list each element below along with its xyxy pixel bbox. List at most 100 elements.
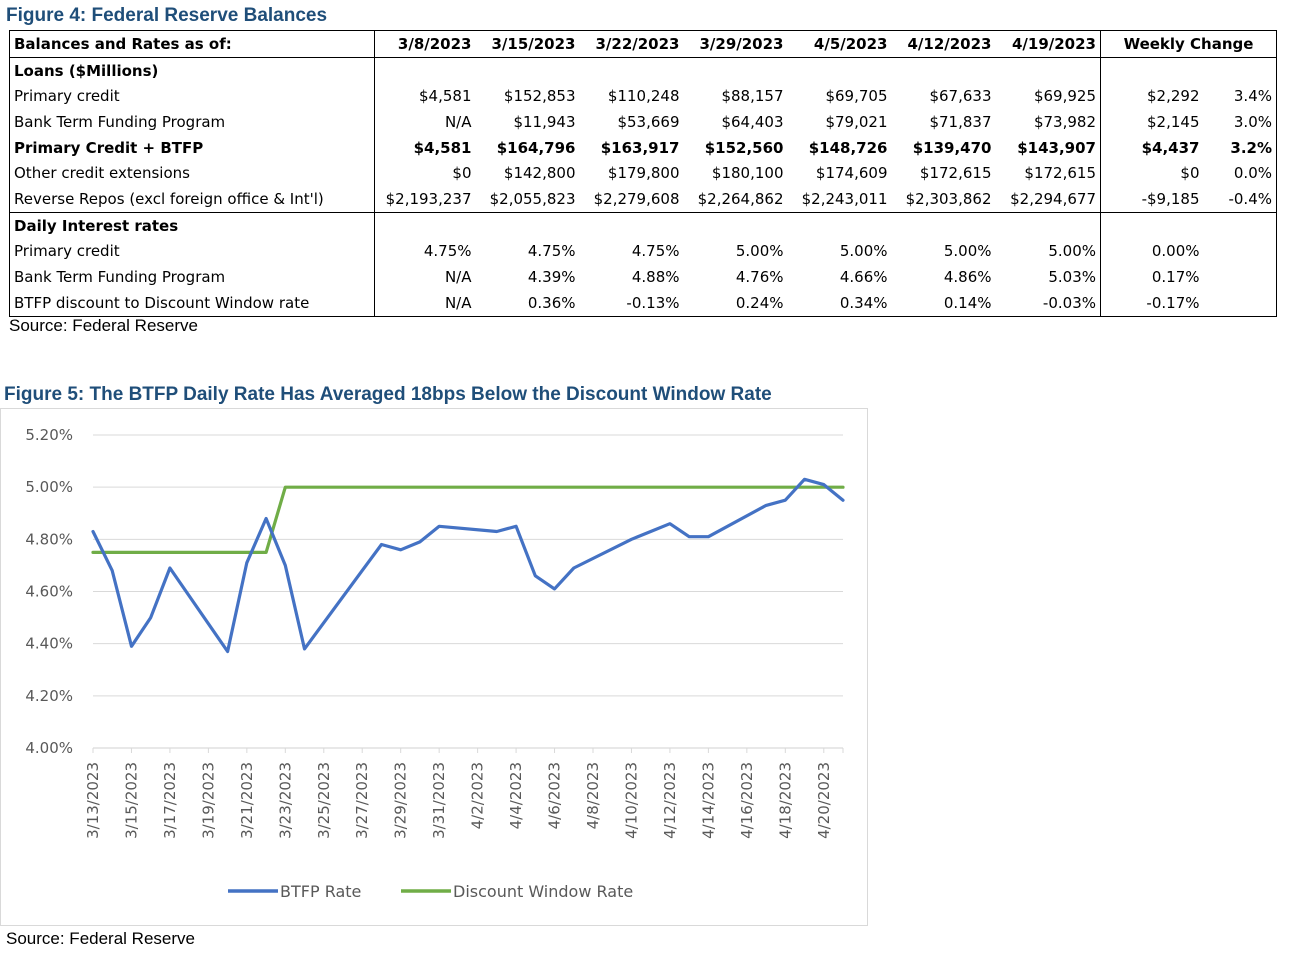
table-cell: $69,925 [995, 83, 1101, 110]
table-cell: $139,470 [912, 138, 992, 157]
table-cell: $64,403 [721, 112, 784, 131]
x-tick-label: 3/29/2023 [392, 762, 410, 839]
x-tick-label: 4/12/2023 [661, 762, 679, 839]
x-tick-label: 4/18/2023 [776, 762, 794, 839]
btfp-rate-chart: 4.00% 4.20% 4.40% 4.60% 4.80% 5.00% 5.20% 3/13… [25, 426, 845, 901]
table-cell: $172,615 [919, 164, 992, 183]
weekly-change-pct-cell [1203, 264, 1277, 290]
table-cell: 0.34% [787, 289, 892, 317]
table-cell: $4,581 [419, 87, 472, 106]
x-tick-label: 3/25/2023 [315, 762, 333, 839]
row-label: Primary credit [9, 238, 375, 265]
legend-discount-window-rate-label: Discount Window Rate [453, 882, 633, 901]
table-row: Primary Credit + BTFP $4,581 $164,796 $163,… [9, 134, 1277, 161]
header-date: 3/22/2023 [579, 30, 684, 58]
table-row: Bank Term Funding Program N/A $11,943 $53,6… [9, 109, 1277, 135]
y-tick-label: 4.80% [25, 530, 73, 548]
table-cell: $2,055,823 [489, 189, 576, 208]
table-cell: $163,917 [600, 138, 680, 157]
table-cell: 4.75% [631, 242, 680, 261]
table-cell: $2,193,237 [385, 189, 472, 208]
weekly-change-pct-cell: 3.2% [1203, 134, 1277, 161]
weekly-change-pct-cell: -0.4% [1203, 186, 1277, 213]
series-lines [91, 477, 845, 654]
figure-5-source: Source: Federal Reserve [6, 929, 195, 948]
x-tick-label: 4/4/2023 [507, 762, 525, 829]
table-cell: 0.24% [683, 289, 788, 317]
table-row: Primary credit $4,581 $152,853 $110,248 $88,… [9, 83, 1277, 110]
x-tick-label: 3/19/2023 [199, 762, 217, 839]
header-weekly-change: Weekly Change [1100, 30, 1277, 58]
table-cell: 5.00% [995, 238, 1101, 265]
grid-lines [93, 434, 843, 749]
table-cell: 5.00% [943, 242, 992, 261]
table-row: BTFP discount to Discount Window rate N/A… [9, 289, 1277, 317]
x-tick-label: 4/10/2023 [622, 762, 640, 839]
table-cell: 4.86% [943, 268, 992, 287]
table-cell: 4.75% [527, 242, 576, 261]
section-label-loans: Loans ($Millions) [9, 57, 375, 84]
y-tick-label: 4.00% [25, 739, 73, 757]
table-cell: $179,800 [607, 164, 680, 183]
table-cell: 5.00% [839, 242, 888, 261]
btfp-rate-line [91, 477, 845, 654]
table-cell: $164,796 [496, 138, 576, 157]
table-cell: $152,560 [704, 138, 784, 157]
table-cell: $2,294,677 [995, 186, 1101, 213]
chart-frame [0, 408, 868, 926]
section-row-rates: Daily Interest rates [9, 211, 1277, 239]
table-cell: $0 [452, 164, 472, 183]
legend: BTFP Rate Discount Window Rate [228, 882, 633, 901]
table-cell: $2,279,608 [593, 189, 680, 208]
weekly-change-cell: -0.17% [1100, 289, 1204, 317]
table-cell: $11,943 [513, 112, 576, 131]
table-cell: 5.03% [995, 264, 1101, 290]
table-cell: $2,264,862 [697, 189, 784, 208]
weekly-change-pct-cell: 3.4% [1203, 83, 1277, 110]
weekly-change-pct-cell [1203, 289, 1277, 317]
table-cell: 4.88% [631, 268, 680, 287]
table-cell: $172,615 [995, 160, 1101, 187]
table-cell: $67,633 [929, 87, 992, 106]
table-header-row: Balances and Rates as of: 3/8/2023 3/15/… [9, 30, 1277, 58]
table-cell: -0.13% [579, 289, 684, 317]
weekly-change-cell: 0.00% [1151, 242, 1200, 261]
x-tick-label: 3/23/2023 [276, 762, 294, 839]
x-tick-label: 3/31/2023 [430, 762, 448, 839]
y-tick-label: 5.00% [25, 478, 73, 496]
table-cell: $2,243,011 [801, 189, 888, 208]
table-cell: $148,726 [808, 138, 888, 157]
table-row: Other credit extensions $0 $142,800 $179,80… [9, 160, 1277, 187]
table-cell: $79,021 [825, 112, 888, 131]
y-tick-label: 4.20% [25, 687, 73, 705]
table-cell: $88,157 [721, 87, 784, 106]
table-cell: -0.03% [995, 289, 1101, 317]
table-cell: $69,705 [825, 87, 888, 106]
section-label-rates: Daily Interest rates [9, 211, 375, 239]
header-date: 3/15/2023 [475, 30, 580, 58]
header-date: 4/12/2023 [891, 30, 996, 58]
weekly-change-cell: -$9,185 [1141, 189, 1200, 208]
row-label: Primary credit [9, 83, 375, 110]
x-tick-label: 4/16/2023 [738, 762, 756, 839]
table-row: Primary credit 4.75% 4.75% 4.75% 5.00% 5.00% 5… [9, 238, 1277, 265]
row-label: Bank Term Funding Program [9, 109, 375, 135]
table-cell: $174,609 [815, 164, 888, 183]
header-date: 4/19/2023 [995, 30, 1101, 58]
table-cell: 4.66% [839, 268, 888, 287]
table-row: Bank Term Funding Program N/A 4.39% 4.88% 4.… [9, 264, 1277, 290]
x-axis: 3/13/2023 3/15/2023 3/17/2023 3/19/2023 3/21… [84, 747, 844, 839]
table-row: Reverse Repos (excl foreign office & Int… [9, 186, 1277, 213]
table-cell: 0.14% [891, 289, 996, 317]
header-date: 3/29/2023 [683, 30, 788, 58]
table-cell: 4.76% [735, 268, 784, 287]
table-cell: 5.00% [735, 242, 784, 261]
row-label: Bank Term Funding Program [9, 264, 375, 290]
figure-4-title: Figure 4: Federal Reserve Balances [6, 5, 328, 26]
table-cell: $110,248 [607, 87, 680, 106]
x-tick-label: 3/13/2023 [84, 762, 102, 839]
x-tick-label: 4/2/2023 [469, 762, 487, 829]
row-label: BTFP discount to Discount Window rate [9, 289, 375, 317]
weekly-change-cell: 0.17% [1151, 268, 1200, 287]
weekly-change-cell: $2,292 [1147, 87, 1200, 106]
